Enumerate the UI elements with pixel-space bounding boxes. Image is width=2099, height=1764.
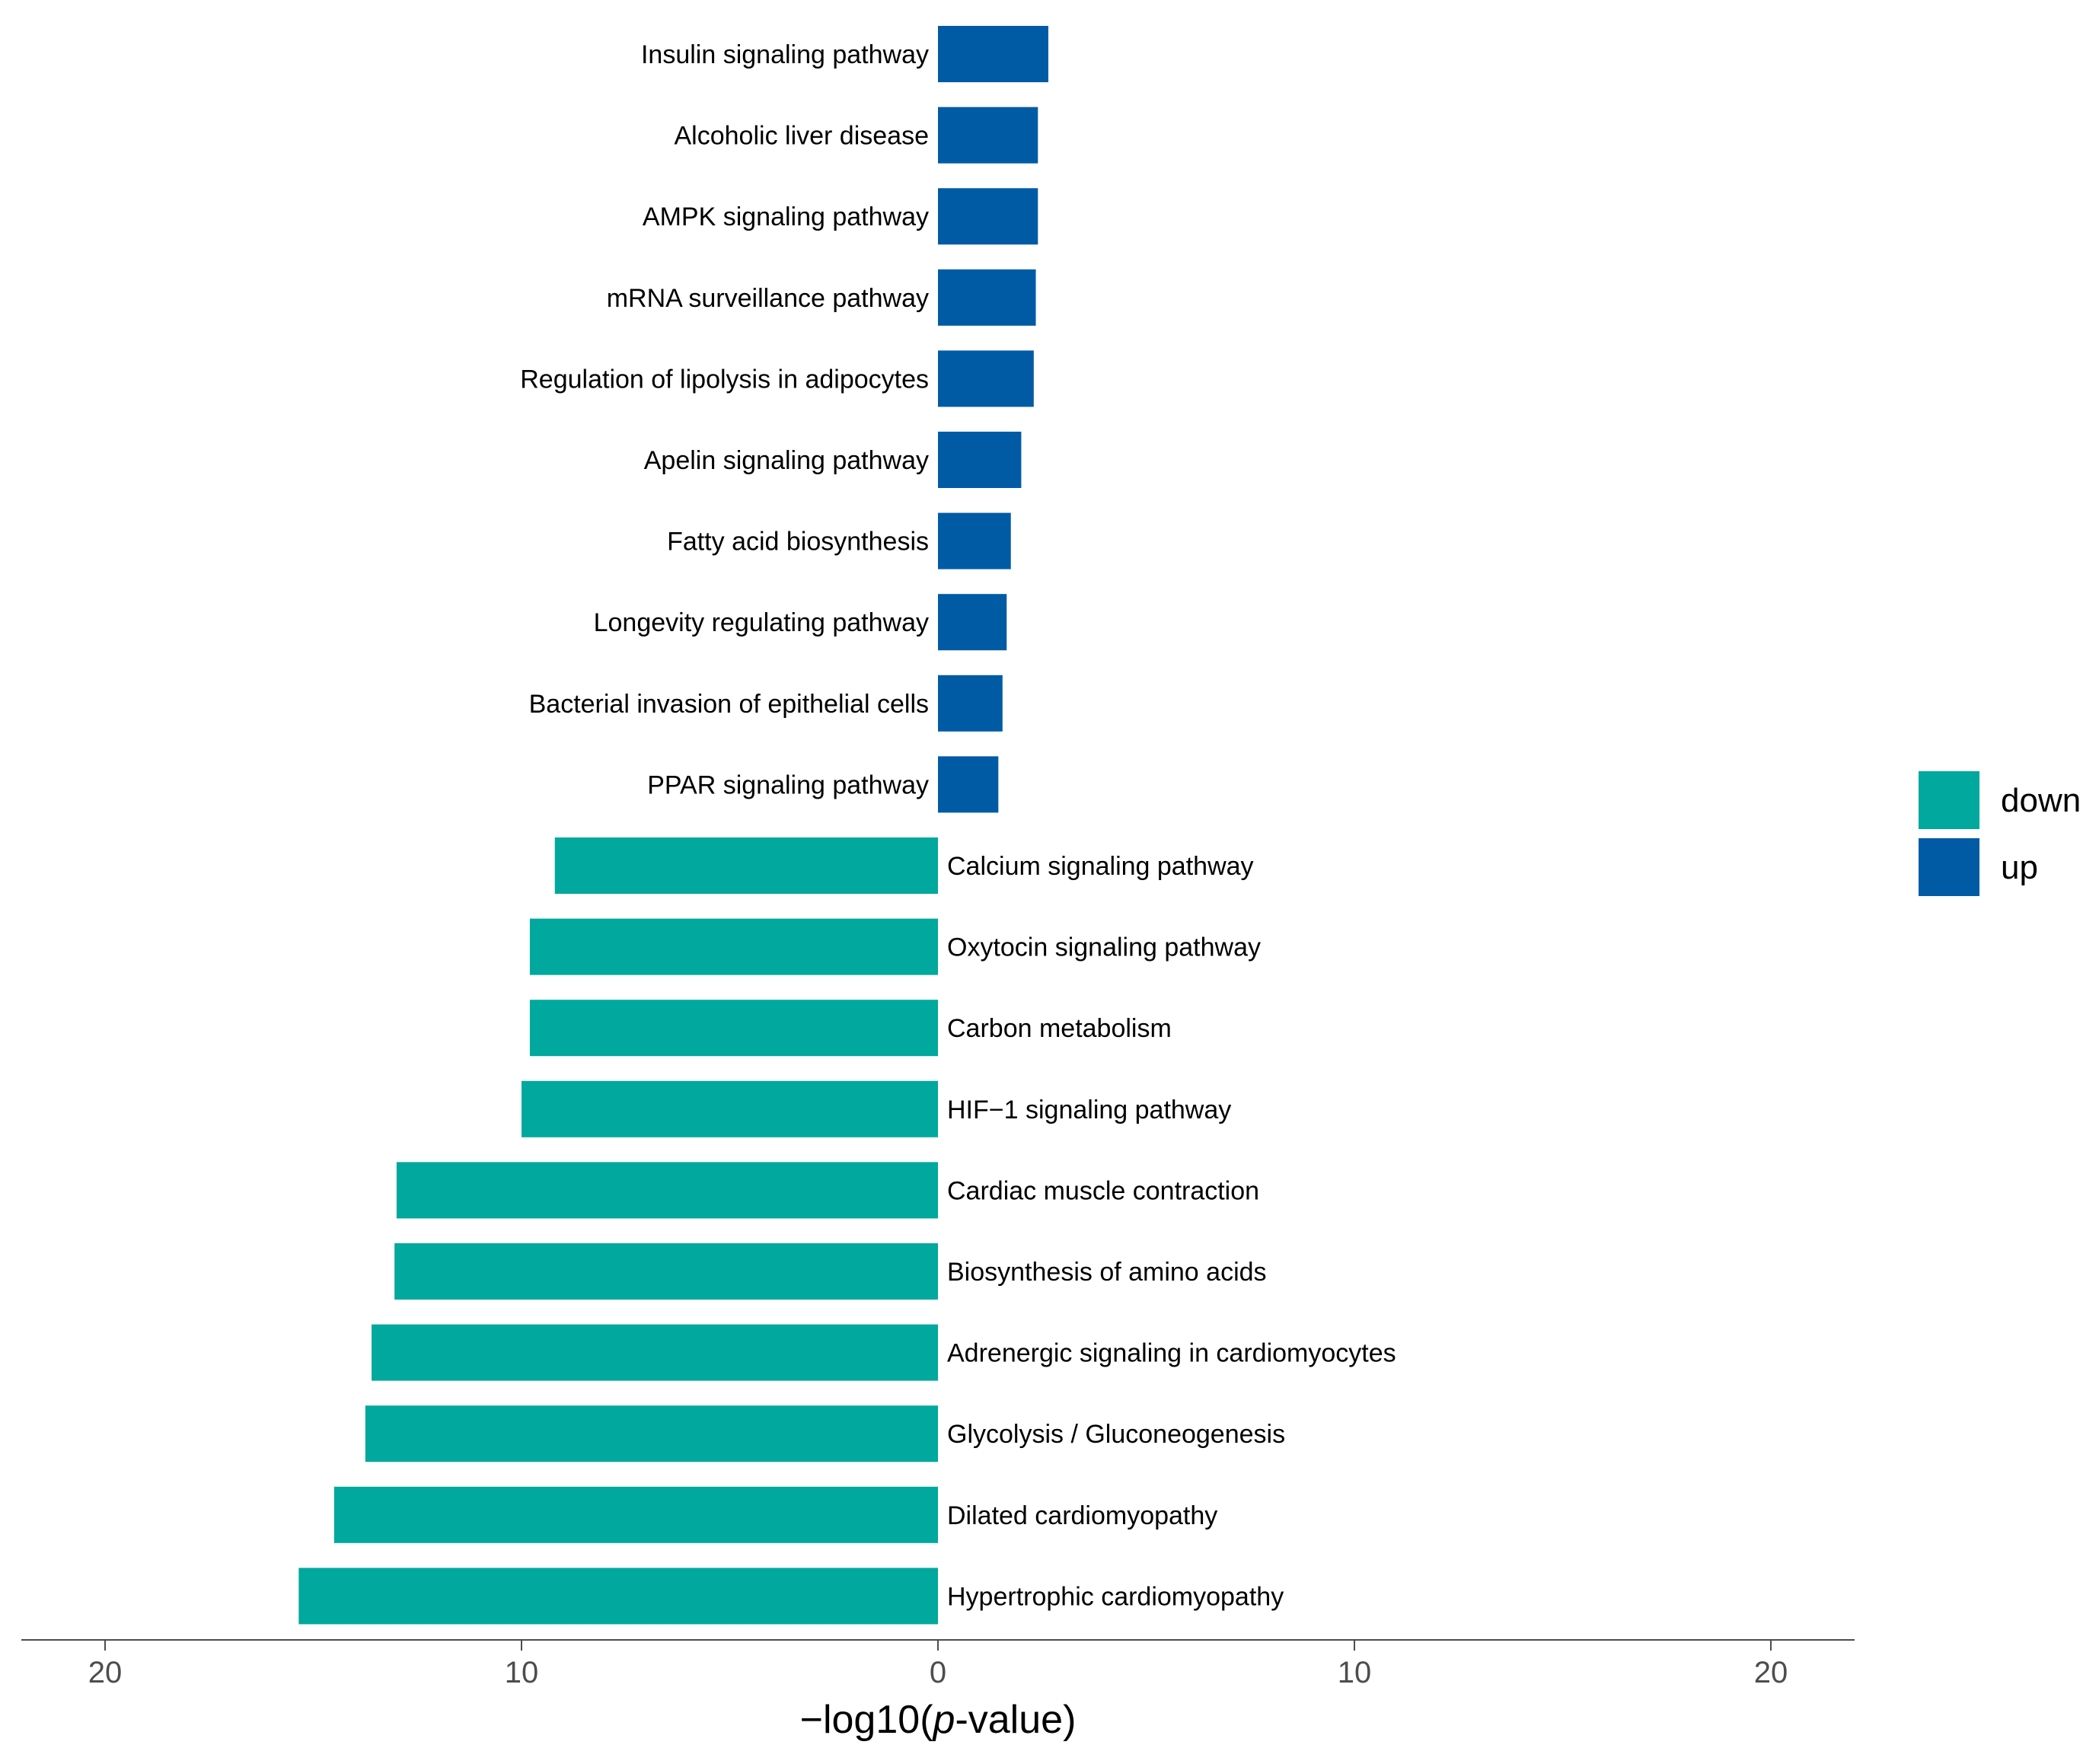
bar-down: [554, 837, 938, 894]
bar-up: [938, 756, 999, 813]
bar-down: [365, 1405, 938, 1463]
bar-up: [938, 432, 1022, 488]
bar-down: [522, 1080, 938, 1137]
x-tick-label: 0: [930, 1656, 946, 1689]
bar-down: [394, 1243, 938, 1300]
bar-up: [938, 269, 1036, 326]
x-tick-label: 20: [88, 1656, 123, 1689]
x-tick-label: 10: [1338, 1656, 1372, 1689]
x-tick-label: 10: [505, 1656, 539, 1689]
category-label: Carbon metabolism: [947, 1014, 1172, 1043]
category-label: Insulin signaling pathway: [641, 40, 929, 69]
category-label: Glycolysis / Gluconeogenesis: [947, 1420, 1285, 1449]
bar-down: [529, 1000, 938, 1057]
category-label: AMPK signaling pathway: [643, 203, 929, 231]
x-axis-title-italic: p: [932, 1698, 955, 1742]
category-label: Fatty acid biosynthesis: [667, 528, 929, 557]
category-label: Adrenergic signaling in cardiomyocytes: [947, 1339, 1396, 1368]
x-axis-title: −log10(p-value): [800, 1698, 1077, 1742]
legend-label-down: down: [2001, 782, 2081, 819]
x-tick-label: 20: [1754, 1656, 1788, 1689]
bar-up: [938, 188, 1038, 245]
bar-up: [938, 107, 1038, 164]
category-label: PPAR signaling pathway: [647, 770, 929, 799]
category-label: mRNA surveillance pathway: [607, 284, 929, 313]
bar-up: [938, 26, 1048, 82]
category-label: Longevity regulating pathway: [594, 608, 929, 637]
bar-down: [298, 1568, 939, 1625]
category-label: Apelin signaling pathway: [644, 446, 929, 475]
bar-up: [938, 512, 1011, 569]
bar-down: [372, 1324, 939, 1381]
category-label: HIF−1 signaling pathway: [947, 1096, 1231, 1124]
category-label: Biosynthesis of amino acids: [947, 1258, 1267, 1287]
category-label: Calcium signaling pathway: [947, 852, 1254, 881]
category-label: Oxytocin signaling pathway: [947, 933, 1261, 962]
legend-key-up: [1919, 838, 1979, 896]
bar-down: [396, 1162, 938, 1219]
category-label: Cardiac muscle contraction: [947, 1176, 1259, 1205]
bars-group: [298, 26, 1048, 1625]
category-label: Hypertrophic cardiomyopathy: [947, 1582, 1284, 1611]
bar-up: [938, 350, 1034, 407]
x-axis-title-prefix: −log10(: [800, 1698, 934, 1742]
category-labels-group: Insulin signaling pathway Alcoholic liver…: [520, 40, 1396, 1611]
category-label: Dilated cardiomyopathy: [947, 1501, 1217, 1530]
legend: down up: [1919, 771, 2081, 896]
legend-key-down: [1919, 771, 1979, 829]
bar-down: [333, 1486, 939, 1543]
bar-up: [938, 594, 1007, 651]
x-axis-ticks: 20 10 0 10 20: [88, 1640, 1788, 1689]
category-label: Regulation of lipolysis in adipocytes: [520, 365, 929, 394]
category-label: Bacterial invasion of epithelial cells: [529, 690, 929, 719]
bar-up: [938, 675, 1003, 732]
legend-label-up: up: [2001, 849, 2038, 886]
x-axis-title-suffix: -value): [955, 1698, 1076, 1742]
bar-down: [529, 918, 938, 975]
category-label: Alcoholic liver disease: [675, 122, 930, 151]
